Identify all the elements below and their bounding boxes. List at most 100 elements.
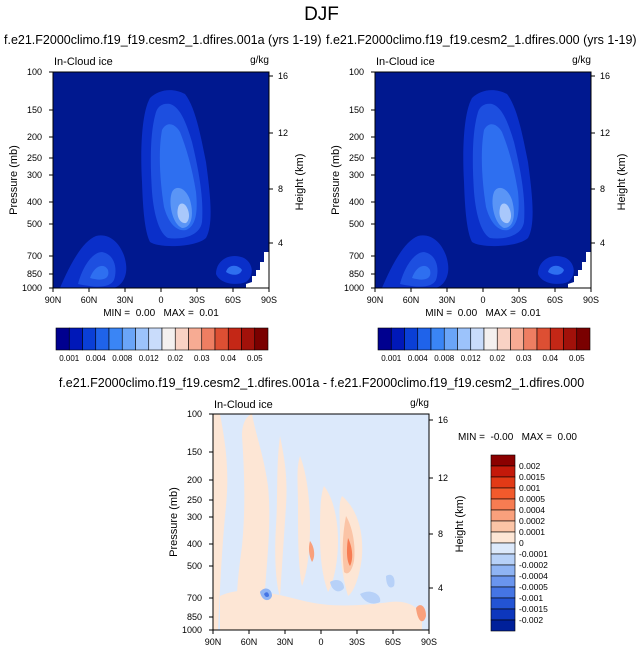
colorbar-box — [82, 327, 97, 351]
x-tick: 30S — [349, 637, 365, 647]
colorbar-label: 0.03 — [194, 354, 210, 363]
x-tick: 60S — [385, 637, 401, 647]
x-tick: 30S — [511, 295, 527, 305]
x-tick: 30N — [277, 637, 294, 647]
colorbar-box — [490, 597, 516, 610]
y-tick: 100 — [349, 67, 364, 77]
panel3-units: g/kg — [410, 398, 429, 409]
colorbar-box — [523, 327, 538, 351]
panel1-colorbar: 0.001 0.004 0.008 0.012 0.02 0.03 0.04 0.05 — [55, 327, 269, 363]
panel3-chart: 100 150 200 250 300 400 500 700 850 1000… — [168, 398, 577, 647]
y-tick: 300 — [187, 512, 202, 522]
x-tick: 90S — [261, 295, 277, 305]
y-tick: 150 — [187, 447, 202, 457]
y-tick: 300 — [27, 170, 42, 180]
colorbar-label: 0.0002 — [519, 516, 545, 526]
y-tick: 500 — [27, 219, 42, 229]
colorbar-box — [404, 327, 419, 351]
colorbar-box — [188, 327, 203, 351]
panel3-stats: MIN = -0.00 MAX = 0.00 — [458, 432, 577, 443]
y-tick: 250 — [349, 153, 364, 163]
panel1-stats: MIN = 0.00 MAX = 0.01 — [103, 308, 219, 319]
panel1-units: g/kg — [250, 55, 269, 66]
y-tick: 200 — [349, 132, 364, 142]
panel2-stats: MIN = 0.00 MAX = 0.01 — [425, 308, 541, 319]
colorbar-box — [135, 327, 150, 351]
y-tick: 850 — [349, 269, 364, 279]
x-tick: 60N — [81, 295, 98, 305]
colorbar-box — [417, 327, 432, 351]
colorbar-label: 0.001 — [381, 354, 402, 363]
y-tick: 700 — [27, 251, 42, 261]
colorbar-box — [470, 327, 485, 351]
colorbar-label: -0.002 — [519, 615, 543, 625]
colorbar-box — [490, 531, 516, 544]
figure-title: DJF — [304, 4, 339, 25]
colorbar-box — [148, 327, 163, 351]
y-right-tick: 12 — [600, 128, 610, 138]
y-tick: 1000 — [344, 283, 364, 293]
y-tick: 100 — [187, 409, 202, 419]
x-tick: 90N — [367, 295, 384, 305]
colorbar-box — [161, 327, 176, 351]
colorbar-label: 0.02 — [489, 354, 505, 363]
y-tick: 100 — [27, 67, 42, 77]
panel2-ylabel: Pressure (mb) — [330, 145, 342, 215]
colorbar-label: 0.05 — [247, 354, 263, 363]
colorbar-label: 0.05 — [569, 354, 585, 363]
colorbar-box — [490, 575, 516, 588]
colorbar-box — [214, 327, 229, 351]
x-tick: 60S — [225, 295, 241, 305]
colorbar-label: 0.02 — [167, 354, 183, 363]
panel3-ylabel: Pressure (mb) — [168, 487, 180, 557]
colorbar-box — [549, 327, 564, 351]
colorbar-box — [490, 498, 516, 511]
y-tick: 150 — [27, 105, 42, 115]
y-right-tick: 12 — [438, 473, 448, 483]
colorbar-label: 0.002 — [519, 461, 541, 471]
y-tick: 1000 — [22, 283, 42, 293]
colorbar-box — [490, 454, 516, 467]
x-tick: 90N — [45, 295, 62, 305]
colorbar-label: 0.012 — [461, 354, 482, 363]
panel2-ylabel-right: Height (km) — [616, 154, 628, 211]
y-tick: 1000 — [182, 625, 202, 635]
y-right-tick: 16 — [278, 71, 288, 81]
colorbar-box — [483, 327, 498, 351]
y-tick: 850 — [187, 612, 202, 622]
colorbar-box — [490, 509, 516, 522]
colorbar-label: 0.03 — [516, 354, 532, 363]
panel1-contours — [60, 90, 269, 288]
colorbar-label: 0.004 — [86, 354, 107, 363]
y-right-tick: 8 — [278, 184, 283, 194]
colorbar-box — [490, 476, 516, 489]
x-tick: 30N — [117, 295, 134, 305]
panel1-left-label: In-Cloud ice — [54, 56, 113, 68]
colorbar-box — [254, 327, 269, 351]
colorbar-box — [563, 327, 578, 351]
panel2-left-label: In-Cloud ice — [376, 56, 435, 68]
colorbar-label: -0.0002 — [519, 560, 548, 570]
colorbar-box — [241, 327, 256, 351]
panel1-chart: 100 150 200 250 300 400 500 700 850 1000… — [8, 55, 306, 319]
panel2-y-ticks: 100 150 200 250 300 400 500 700 850 1000 — [344, 67, 364, 293]
y-tick: 300 — [349, 170, 364, 180]
x-tick: 30N — [439, 295, 456, 305]
y-right-tick: 12 — [278, 128, 288, 138]
panel1-x-ticks: 90N 60N 30N 0 30S 60S 90S — [45, 295, 277, 305]
colorbar-box — [443, 327, 458, 351]
colorbar-box — [174, 327, 189, 351]
panel3-y-ticks: 100 150 200 250 300 400 500 700 850 1000 — [182, 409, 202, 635]
x-tick: 0 — [318, 637, 323, 647]
panel1-y-ticks: 100 150 200 250 300 400 500 700 850 1000 — [22, 67, 42, 293]
colorbar-box — [490, 487, 516, 500]
panel3-title: f.e21.F2000climo.f19_f19.cesm2_1.dfires.… — [58, 376, 585, 390]
colorbar-label: 0 — [519, 538, 524, 548]
panel2-title: f.e21.F2000climo.f19_f19.cesm2_1.dfires.… — [326, 33, 637, 47]
colorbar-box — [510, 327, 525, 351]
panel2-colorbar: 0.001 0.004 0.008 0.012 0.02 0.03 0.04 0.05 — [377, 327, 591, 363]
panel2-chart: 100 150 200 250 300 400 500 700 850 1000… — [330, 55, 628, 319]
colorbar-box — [490, 564, 516, 577]
panel3-colorbar: 0.0020.00150.0010.00050.00040.00020.0001… — [490, 454, 548, 632]
colorbar-label: 0.001 — [59, 354, 80, 363]
